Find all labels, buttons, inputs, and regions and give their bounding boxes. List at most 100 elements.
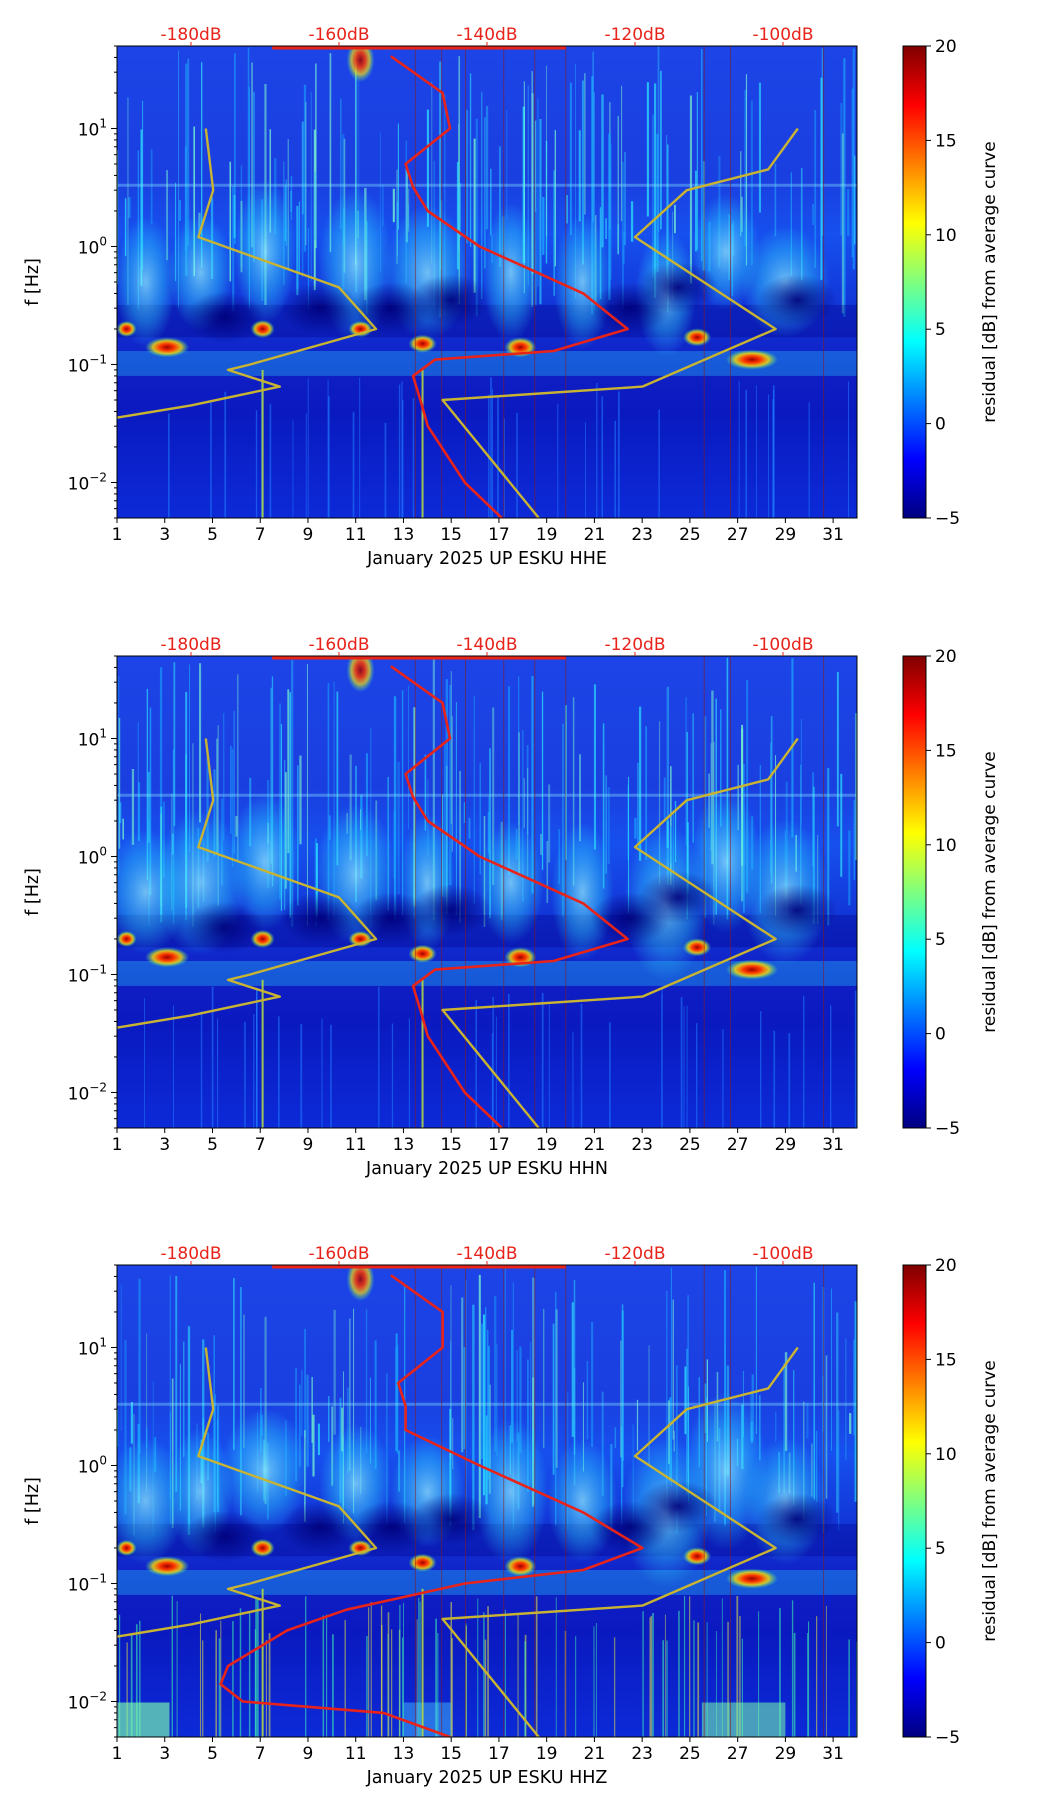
x-tick-label: 3 (159, 1135, 170, 1155)
x-tick-label: 1 (112, 1744, 123, 1764)
x-tick-label: 19 (536, 525, 558, 545)
x-tick-label: 19 (536, 1744, 558, 1764)
curve-noise-model-curve-2 (441, 737, 799, 1128)
x-tick-label: 9 (303, 1135, 314, 1155)
y-axis-label: f [Hz] (23, 1477, 43, 1525)
colorbar-tick-label: 5 (935, 320, 946, 340)
x-tick-label: 31 (822, 525, 844, 545)
colorbar-tick-label: 10 (935, 1445, 957, 1465)
colorbar-tick-label: 5 (935, 930, 946, 950)
top-db-tick-label: -120dB (604, 1244, 665, 1264)
top-db-tick-label: -120dB (604, 25, 665, 45)
x-tick-label: 29 (775, 1135, 797, 1155)
x-tick-label: 15 (440, 1744, 462, 1764)
y-tick-label: 101 (78, 1335, 107, 1359)
x-tick-label: 5 (207, 525, 218, 545)
y-tick-label: 101 (78, 116, 107, 140)
colorbar-label: residual [dB] from average curve (980, 1360, 1000, 1641)
colorbar-tick-label: 15 (935, 741, 957, 761)
x-tick-label: 1 (112, 1135, 123, 1155)
x-tick-label: 7 (255, 525, 266, 545)
top-db-tick-label: -100dB (752, 1244, 813, 1264)
x-tick-label: 5 (207, 1744, 218, 1764)
y-tick-label: 101 (78, 726, 107, 750)
top-db-tick-label: -160dB (308, 635, 369, 655)
top-db-tick-label: -180dB (160, 25, 221, 45)
x-tick-label: 3 (159, 1744, 170, 1764)
colorbar-tick-label: 0 (935, 415, 946, 435)
colorbar-tick-label: −5 (935, 509, 960, 529)
x-tick-label: 7 (255, 1744, 266, 1764)
x-tick-label: 17 (488, 1744, 510, 1764)
colorbar-tick-label: 10 (935, 226, 957, 246)
colorbar-tick-label: −5 (935, 1119, 960, 1139)
x-tick-label: 7 (255, 1135, 266, 1155)
y-tick-label: 10−2 (68, 470, 107, 494)
colorbar-tick-label: 0 (935, 1634, 946, 1654)
curve-noise-model-curve (117, 738, 378, 1029)
x-axis-label: January 2025 UP ESKU HHE (366, 549, 607, 569)
y-tick-label: 10−2 (68, 1689, 107, 1713)
y-tick-label: 100 (78, 1453, 107, 1477)
top-db-tick-label: -100dB (752, 635, 813, 655)
y-tick-label: 10−1 (68, 352, 107, 376)
top-db-tick-label: -160dB (308, 1244, 369, 1264)
x-tick-label: 27 (727, 1135, 749, 1155)
x-tick-label: 11 (345, 1744, 367, 1764)
colorbar-tick-label: 15 (935, 1350, 957, 1370)
y-tick-label: 10−1 (68, 1571, 107, 1595)
curve-noise-model-curve (117, 1347, 378, 1638)
colorbar-tick-label: 5 (935, 1539, 946, 1559)
curve-average-PSD-curve (219, 1274, 644, 1737)
colorbar-label: residual [dB] from average curve (980, 751, 1000, 1032)
top-db-tick-label: -180dB (160, 1244, 221, 1264)
x-tick-label: 9 (303, 1744, 314, 1764)
x-tick-label: 29 (775, 1744, 797, 1764)
top-db-tick-label: -120dB (604, 635, 665, 655)
x-axis-label: January 2025 UP ESKU HHN (365, 1159, 608, 1179)
y-tick-label: 10−1 (68, 962, 107, 986)
x-axis-label: January 2025 UP ESKU HHZ (366, 1768, 608, 1788)
x-tick-label: 17 (488, 1135, 510, 1155)
x-tick-label: 29 (775, 525, 797, 545)
x-tick-label: 25 (679, 525, 701, 545)
y-axis-label: f [Hz] (23, 258, 43, 306)
x-tick-label: 11 (345, 525, 367, 545)
spectrogram-image (117, 1265, 857, 1737)
x-tick-label: 27 (727, 525, 749, 545)
x-tick-label: 23 (631, 525, 653, 545)
x-tick-label: 25 (679, 1744, 701, 1764)
curve-noise-model-curve-2 (441, 1346, 799, 1737)
x-tick-label: 21 (584, 525, 606, 545)
y-tick-label: 100 (78, 234, 107, 258)
colorbar-label: residual [dB] from average curve (980, 141, 1000, 422)
x-tick-label: 19 (536, 1135, 558, 1155)
y-tick-label: 10−2 (68, 1080, 107, 1104)
spectrogram-image (117, 656, 857, 1128)
x-tick-label: 23 (631, 1135, 653, 1155)
curve-average-PSD-curve (390, 665, 629, 1128)
x-tick-label: 3 (159, 525, 170, 545)
colorbar-tick-label: 20 (935, 647, 957, 667)
x-tick-label: 13 (393, 525, 415, 545)
colorbar: 20 15 10 5 0 −5 residual [dB] from average cur… (902, 1256, 1000, 1748)
x-tick-label: 31 (822, 1744, 844, 1764)
x-tick-label: 1 (112, 525, 123, 545)
x-tick-label: 21 (584, 1135, 606, 1155)
x-tick-label: 13 (393, 1744, 415, 1764)
colorbar-tick-label: 15 (935, 131, 957, 151)
colorbar-tick-label: 20 (935, 37, 957, 57)
x-tick-label: 15 (440, 525, 462, 545)
colorbar-tick-label: 20 (935, 1256, 957, 1276)
curve-noise-model-curve (117, 128, 378, 419)
top-db-tick-label: -140dB (456, 25, 517, 45)
x-tick-label: 31 (822, 1135, 844, 1155)
x-tick-label: 9 (303, 525, 314, 545)
x-tick-label: 15 (440, 1135, 462, 1155)
curve-noise-model-curve-2 (441, 127, 799, 518)
x-tick-label: 13 (393, 1135, 415, 1155)
